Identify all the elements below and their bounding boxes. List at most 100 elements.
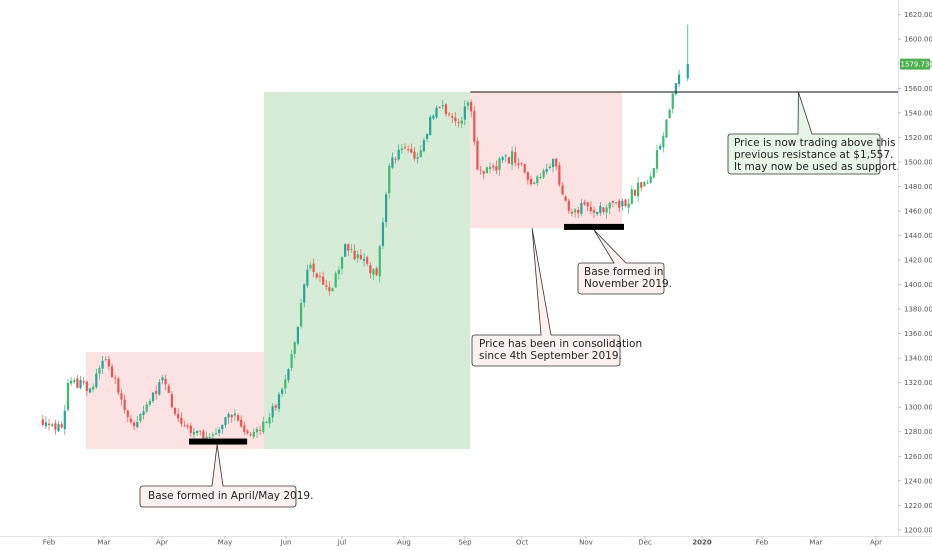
candle-body <box>98 367 101 374</box>
candle-body <box>284 379 287 389</box>
candle-body <box>290 354 293 368</box>
callout-resistance: Price is now trading above this previous… <box>727 91 900 175</box>
candle-body <box>104 359 107 360</box>
zone-consolidation-0 <box>85 352 264 449</box>
candle-body <box>611 201 614 203</box>
candle-body <box>542 170 545 178</box>
y-tick-label: 1200.00 <box>904 526 932 534</box>
candle-body <box>155 391 158 394</box>
candle-body <box>306 269 309 286</box>
y-tick-label: 1520.00 <box>904 134 932 142</box>
callout-consolidation-line-1: Price has been in consolidation <box>479 338 642 350</box>
candle-body <box>686 64 689 79</box>
candle-body <box>520 163 523 164</box>
candle-body <box>451 116 454 118</box>
candle-body <box>252 431 255 437</box>
candle-body <box>655 150 659 169</box>
zone-rally-1 <box>264 91 471 449</box>
y-tick-label: 1480.00 <box>904 183 932 191</box>
candle-body <box>271 406 274 418</box>
candle-body <box>539 177 542 178</box>
candle-body <box>299 303 303 327</box>
candle-body <box>110 366 114 378</box>
candle-body <box>350 249 353 250</box>
candle-body <box>495 166 498 171</box>
candle-body <box>388 165 391 194</box>
y-tick-label: 1600.00 <box>904 36 932 44</box>
candle-body <box>224 417 227 426</box>
candle-body <box>662 135 665 148</box>
last-price-tag: 1579.73 <box>900 58 930 70</box>
candle-body <box>356 254 359 258</box>
candle-body <box>309 264 312 269</box>
candle-body <box>331 288 334 292</box>
candle-body <box>476 140 479 170</box>
candle-body <box>570 211 574 214</box>
y-tick-label: 1360.00 <box>904 330 932 338</box>
candlestick-series <box>41 24 689 443</box>
y-tick-label: 1460.00 <box>904 207 932 215</box>
candle-body <box>230 414 233 418</box>
candle-body <box>318 276 322 278</box>
candle-body <box>492 165 495 168</box>
candle-body <box>564 196 567 201</box>
candle-body <box>221 424 224 430</box>
candle-body <box>533 183 536 184</box>
candle-body <box>577 209 580 214</box>
y-tick-label: 1280.00 <box>904 428 932 436</box>
candle-body <box>385 194 388 222</box>
y-tick-label: 1320.00 <box>904 379 932 387</box>
candle-body <box>114 377 117 379</box>
candle-body <box>227 413 230 418</box>
candle-body <box>630 189 633 204</box>
candle-body <box>583 202 586 205</box>
candle-body <box>668 109 671 119</box>
candle-body <box>394 158 397 160</box>
callout-consolidation-box <box>471 228 621 367</box>
candle-body <box>246 430 249 434</box>
candle-body <box>677 74 681 85</box>
candle-body <box>148 400 151 405</box>
candle-body <box>63 410 66 430</box>
candle-body <box>637 182 640 197</box>
candle-body <box>479 169 482 171</box>
candle-body <box>151 392 155 402</box>
candle-body <box>183 425 186 427</box>
candle-body <box>618 200 621 208</box>
candle-body <box>202 431 205 440</box>
x-tick-label: 2020 <box>692 539 712 547</box>
candle-body <box>54 423 57 430</box>
candle-body <box>274 405 277 408</box>
candle-body <box>233 413 236 416</box>
candle-body <box>170 394 173 408</box>
candle-body <box>205 436 208 439</box>
highlight-zones <box>85 91 623 449</box>
candle-body <box>337 269 340 275</box>
x-tick-label: Oct <box>516 539 528 547</box>
candle-body <box>596 211 599 214</box>
candle-body <box>457 122 460 124</box>
candle-body <box>536 176 539 184</box>
y-tick-label: 1340.00 <box>904 355 932 363</box>
candle-body <box>652 168 655 178</box>
candle-body <box>211 434 214 436</box>
candle-body <box>129 418 133 423</box>
x-tick-label: May <box>218 539 232 547</box>
candle-body <box>328 287 331 292</box>
y-tick-label: 1500.00 <box>904 158 932 166</box>
candle-body <box>507 157 511 164</box>
y-tick-label: 1560.00 <box>904 85 932 93</box>
callout-base-april-box <box>139 444 297 508</box>
candle-body <box>268 417 271 424</box>
candle-body <box>646 182 649 184</box>
candle-body <box>501 156 504 161</box>
y-tick-label: 1400.00 <box>904 281 932 289</box>
candle-body <box>422 140 425 152</box>
candle-body <box>353 250 356 260</box>
chart-annotations-overlay <box>189 91 898 445</box>
x-axis-ticks: Feb Mar Apr May Jun Jul Aug Sep Oct Nov Dec 2020 Feb… <box>43 536 882 547</box>
candle-body <box>322 276 325 285</box>
candle-body <box>249 434 252 436</box>
